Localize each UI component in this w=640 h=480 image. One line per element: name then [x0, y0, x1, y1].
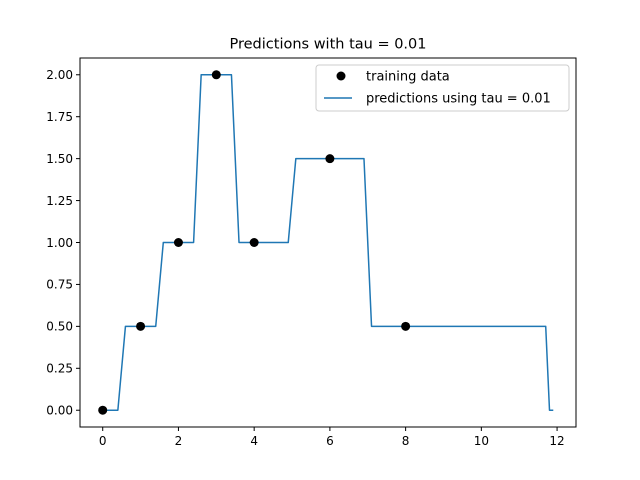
training-data-point — [401, 321, 411, 331]
y-tick-label: 1.50 — [46, 152, 73, 166]
y-tick-label: 0.75 — [46, 278, 73, 292]
y-tick-label: 1.75 — [46, 110, 73, 124]
training-data-point — [173, 238, 183, 247]
legend-label-training-data: training data — [366, 70, 450, 85]
legend: training data predictions using tau = 0.… — [315, 64, 570, 112]
y-tick-label: 0.00 — [46, 404, 73, 418]
x-tick-label: 0 — [99, 434, 107, 448]
y-tick-label: 0.25 — [46, 362, 73, 376]
y-tick-label: 1.25 — [46, 194, 73, 208]
training-data-point — [211, 70, 221, 80]
x-tick-label: 6 — [326, 434, 334, 448]
x-tick-label: 8 — [402, 434, 410, 448]
predictions-line — [102, 74, 554, 411]
x-tick-label: 12 — [549, 434, 564, 448]
training-data-point — [325, 154, 335, 164]
axes-frame — [79, 57, 577, 428]
y-tick-label: 0.50 — [46, 320, 73, 334]
training-data-point — [249, 238, 259, 247]
training-data-point — [136, 321, 146, 331]
y-tick-label: 1.00 — [46, 236, 73, 250]
training-data-point — [98, 405, 108, 415]
legend-label-predictions: predictions using tau = 0.01 — [366, 92, 551, 107]
x-tick-label: 10 — [474, 434, 489, 448]
x-tick-label: 4 — [250, 434, 258, 448]
legend-marker-training-data — [336, 71, 346, 81]
chart-title: Predictions with tau = 0.01 — [230, 37, 427, 53]
legend-box — [315, 64, 570, 112]
plot-area — [98, 70, 554, 415]
axes: 0 2 4 6 8 10 12 0.00 0.25 0.50 0.75 1.00 1.25 1.50 1.7… — [46, 57, 577, 448]
y-tick-label: 2.00 — [46, 68, 73, 82]
x-tick-label: 2 — [175, 434, 183, 448]
